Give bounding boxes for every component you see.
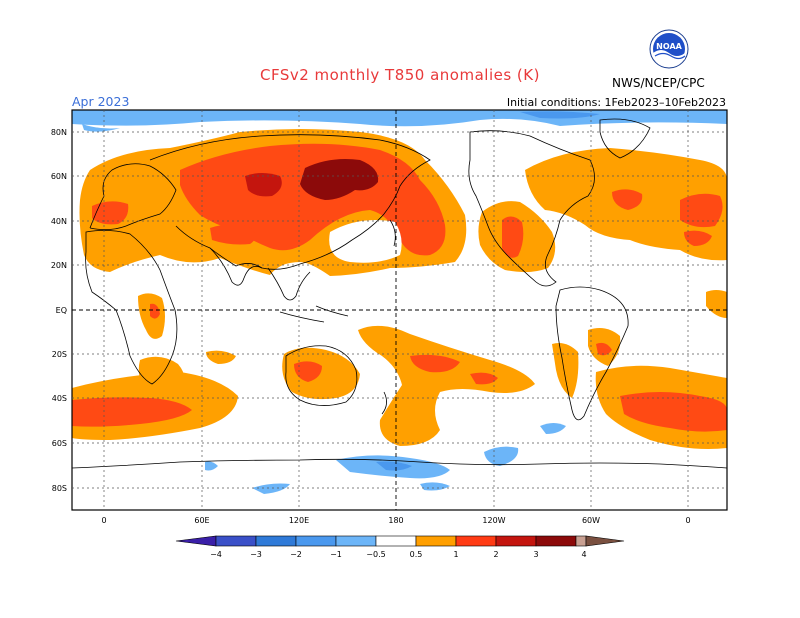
warm-region-chile-coast <box>552 343 579 398</box>
legend-swatch-9 <box>535 535 577 547</box>
coastline-south-america <box>555 286 629 421</box>
source-label: NWS/NCEP/CPC <box>612 76 705 90</box>
warm-region-north-atlantic-red <box>612 189 643 210</box>
latitude-labels: 80N 60N 40N 20N EQ 20S 40S 60S 80S <box>51 128 67 493</box>
coastline-asia <box>149 134 431 270</box>
warm-region-south-indian-ocean-red <box>72 397 192 427</box>
anomaly-field <box>72 110 727 494</box>
coastline-indonesia <box>279 305 349 323</box>
warm-region-north-america-red <box>502 216 524 258</box>
legend-label-1: −4 <box>210 550 222 559</box>
lon-label-180: 180 <box>388 516 403 525</box>
warm-region-east-atlantic <box>706 290 727 318</box>
legend-swatch-1 <box>215 535 257 547</box>
coastlines <box>72 118 727 469</box>
legend-label-6: 0.5 <box>410 550 423 559</box>
graticule <box>72 110 727 510</box>
coastline-greenland <box>599 118 651 159</box>
cool-region-arctic-deep <box>520 111 600 119</box>
legend-label-3: −2 <box>290 550 302 559</box>
warm-region-siberia-core <box>300 159 379 200</box>
lat-label-40s: 40S <box>52 394 67 403</box>
warm-region-south-pacific <box>358 325 535 446</box>
valid-month: Apr 2023 <box>72 94 130 109</box>
coastline-africa <box>85 230 178 385</box>
legend-label-10: 4 <box>581 550 586 559</box>
warm-region-south-atlantic-red <box>620 392 727 432</box>
initial-conditions: Initial conditions: 1Feb2023–10Feb2023 <box>506 96 726 109</box>
legend-label-8: 2 <box>493 550 498 559</box>
cool-region-arctic <box>72 110 727 127</box>
coastline-australia <box>285 345 358 406</box>
noaa-logo: NOAA <box>649 29 689 69</box>
color-legend: −4 −3 −2 −1 −0.5 0.5 1 2 3 4 <box>175 535 625 559</box>
cool-region-antarctic-west <box>252 483 290 494</box>
legend-label-9: 3 <box>533 550 538 559</box>
warm-region-europe-east <box>680 193 723 228</box>
warm-region-east-africa-red <box>150 303 160 319</box>
warm-region-south-america-red <box>596 342 612 356</box>
lat-label-40n: 40N <box>51 217 67 226</box>
lat-label-60n: 60N <box>51 172 67 181</box>
legend-swatch-5 <box>375 535 417 547</box>
coastline-southeast-asia <box>267 267 311 301</box>
legend-arrow-cool <box>175 535 217 547</box>
warm-region-australia-red <box>294 361 322 382</box>
legend-swatch-3 <box>295 535 337 547</box>
coastline-japan <box>389 219 396 247</box>
warm-region-south-pacific-red <box>410 354 460 373</box>
cool-region-antarctic-small <box>540 423 566 434</box>
cool-region-south-indian <box>205 461 218 471</box>
lon-label-120w: 120W <box>482 516 505 525</box>
noaa-logo-text: NOAA <box>656 42 682 51</box>
coastline-europe <box>89 163 177 230</box>
longitude-labels: 0 60E 120E 180 120W 60W 0 <box>101 516 690 525</box>
lon-label-120e: 120E <box>289 516 309 525</box>
lat-label-60s: 60S <box>52 439 67 448</box>
coastline-new-zealand <box>381 391 387 415</box>
cool-region-ross-sea-deep <box>376 461 412 471</box>
legend-swatch-8 <box>495 535 537 547</box>
cool-region-antarctic-east <box>420 482 450 491</box>
reference-lines <box>72 110 727 510</box>
lat-label-20n: 20N <box>51 261 67 270</box>
warm-region-eurasia-darkred <box>245 173 282 197</box>
coastline-north-america <box>468 130 595 287</box>
cool-region-amundsen <box>484 446 519 466</box>
coastline-antarctica <box>72 458 727 469</box>
lon-label-60e: 60E <box>194 516 209 525</box>
lon-label-0-east: 0 <box>685 516 690 525</box>
lat-label-80s: 80S <box>52 484 67 493</box>
legend-swatch-2 <box>255 535 297 547</box>
legend-label-2: −3 <box>250 550 262 559</box>
warm-region-middle-east <box>210 224 256 245</box>
lon-label-0: 0 <box>101 516 106 525</box>
warm-region-europe <box>92 201 129 225</box>
coastline-india <box>209 247 263 286</box>
lon-label-60w: 60W <box>582 516 600 525</box>
lat-label-20s: 20S <box>52 350 67 359</box>
legend-swatch-7 <box>455 535 497 547</box>
legend-arrow-warm <box>585 535 625 547</box>
warm-region-europe-east2 <box>684 230 712 246</box>
legend-label-4: −1 <box>330 550 342 559</box>
neutral-region-npacific <box>329 219 402 263</box>
warm-region-south-pacific-red2 <box>470 372 498 385</box>
legend-swatch-6 <box>415 535 457 547</box>
lat-label-80n: 80N <box>51 128 67 137</box>
lat-label-eq: EQ <box>56 306 67 315</box>
map-title: CFSv2 monthly T850 anomalies (K) <box>260 66 540 84</box>
warm-region-australia <box>282 347 360 400</box>
legend-swatch-4 <box>335 535 377 547</box>
warm-region-indian-ocean-spot <box>206 350 236 364</box>
cool-region-arctic-left <box>82 124 120 132</box>
legend-label-7: 1 <box>453 550 458 559</box>
legend-swatch-10 <box>575 535 587 547</box>
legend-label-5: −0.5 <box>366 550 385 559</box>
